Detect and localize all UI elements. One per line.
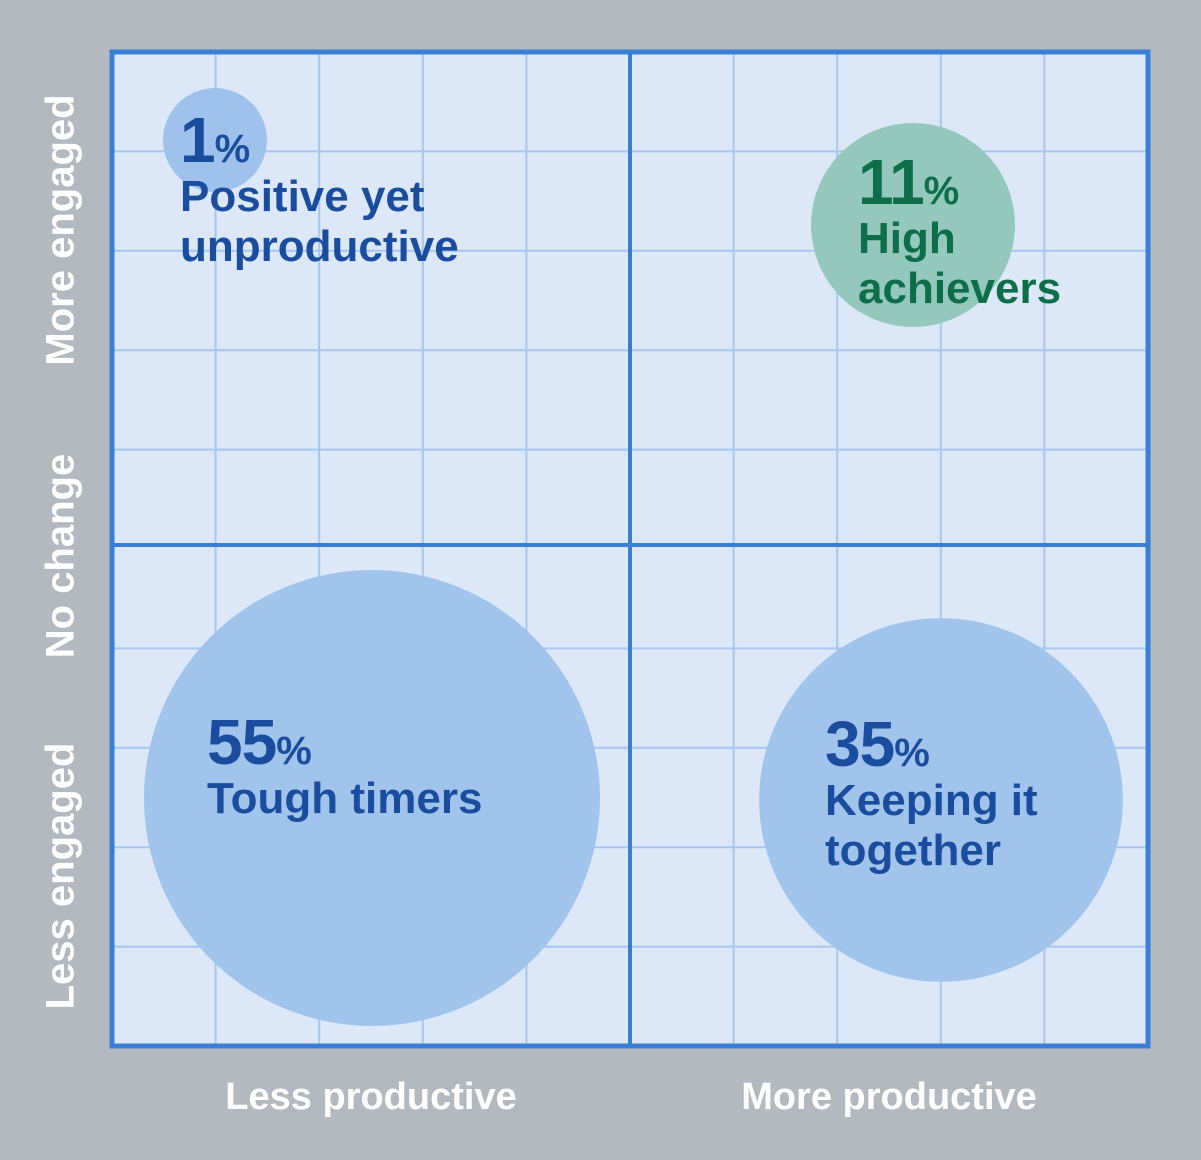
segment-name-line: together bbox=[825, 826, 1001, 875]
label-high-achievers: 11% High achievers bbox=[858, 150, 1061, 314]
percentage-value: 1 bbox=[180, 104, 216, 176]
label-positive-yet-unproductive: 1% Positive yet unproductive bbox=[180, 108, 459, 272]
segment-name-line: High bbox=[858, 214, 956, 263]
bubble-positive-yet-unproductive bbox=[163, 88, 267, 192]
segment-name-line: unproductive bbox=[180, 222, 459, 271]
percentage-keeping-it-together: 35% bbox=[825, 712, 1038, 776]
bubble-keeping-it-together bbox=[759, 618, 1123, 982]
percentage-value: 35 bbox=[825, 708, 895, 780]
x-label-more-productive: More productive bbox=[741, 1076, 1037, 1118]
percentage-high-achievers: 11% bbox=[858, 150, 1061, 214]
percentage-value: 55 bbox=[207, 706, 277, 778]
label-keeping-it-together: 35% Keeping it together bbox=[825, 712, 1038, 876]
percentage-tough-timers: 55% bbox=[207, 710, 482, 774]
bubble-high-achievers bbox=[811, 123, 1015, 327]
y-label-more-engaged: More engaged bbox=[38, 94, 83, 366]
percentage-sign: % bbox=[276, 729, 312, 773]
x-label-less-productive: Less productive bbox=[225, 1076, 517, 1118]
percentage-value: 11 bbox=[858, 146, 925, 218]
plot-frame bbox=[109, 49, 1151, 1049]
segment-name-line: Positive yet bbox=[180, 172, 425, 221]
segment-name-line: Tough timers bbox=[207, 774, 483, 823]
percentage-sign: % bbox=[214, 127, 251, 171]
percentage-sign: % bbox=[894, 731, 930, 775]
bubble-tough-timers bbox=[144, 570, 600, 1026]
y-label-less-engaged: Less engaged bbox=[38, 742, 83, 1010]
percentage-positive-yet-unproductive: 1% bbox=[180, 108, 459, 172]
label-tough-timers: 55% Tough timers bbox=[207, 710, 482, 824]
segment-name-line: Keeping it bbox=[825, 776, 1038, 825]
percentage-sign: % bbox=[923, 169, 960, 213]
segment-name-line: achievers bbox=[858, 264, 1062, 313]
y-label-no-change: No change bbox=[38, 453, 83, 659]
